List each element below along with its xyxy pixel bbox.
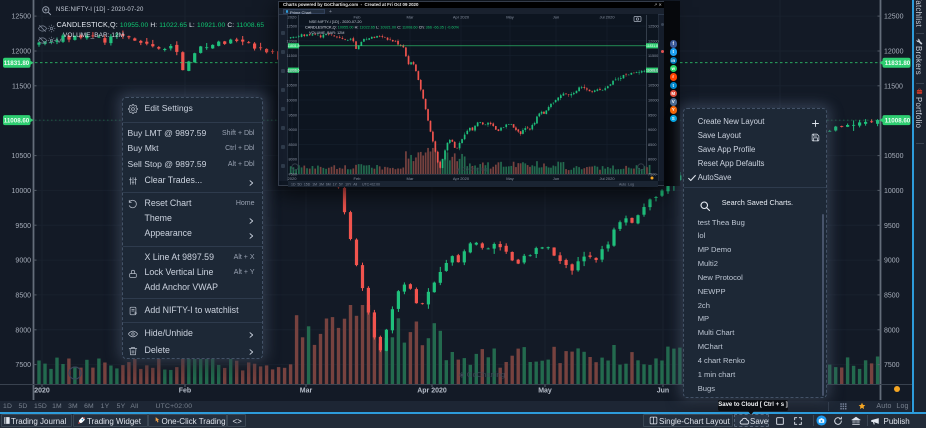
svg-text:Jul 2020: Jul 2020 (599, 176, 615, 181)
svg-text:2020: 2020 (34, 388, 50, 395)
svg-text:Feb: Feb (354, 176, 362, 181)
svg-text:11831.80: 11831.80 (885, 60, 911, 67)
svg-text:11008.6: 11008.6 (287, 69, 299, 73)
svg-text:VOLUME_BAR: 12M: VOLUME_BAR: 12M (309, 31, 344, 35)
svg-text:11500: 11500 (648, 54, 658, 58)
svg-text:9000: 9000 (289, 128, 297, 132)
svg-text:11831.8: 11831.8 (646, 44, 658, 48)
svg-text:11500: 11500 (287, 54, 297, 58)
svg-text:9000: 9000 (15, 258, 31, 265)
svg-text:May: May (506, 176, 514, 181)
svg-text:Apr 2020: Apr 2020 (417, 388, 447, 395)
svg-text:11000: 11000 (287, 69, 297, 73)
svg-text:8000: 8000 (884, 327, 900, 334)
svg-text:10500: 10500 (12, 153, 32, 160)
svg-text:8000: 8000 (15, 327, 31, 334)
svg-text:8500: 8500 (289, 143, 297, 147)
svg-text:Apr 2020: Apr 2020 (453, 176, 470, 181)
svg-text:◈ GoCharting: ◈ GoCharting (457, 167, 488, 173)
svg-text:10000: 10000 (12, 188, 32, 195)
svg-text:12500: 12500 (286, 25, 297, 29)
svg-text:11500: 11500 (12, 83, 31, 90)
svg-text:9000: 9000 (884, 258, 900, 265)
svg-text:May: May (506, 15, 514, 20)
svg-text:Jun: Jun (553, 15, 559, 20)
svg-text:Feb: Feb (354, 15, 362, 20)
svg-text:11831.80: 11831.80 (4, 60, 30, 67)
svg-text:7500: 7500 (648, 172, 656, 176)
svg-text:11008.60: 11008.60 (4, 118, 30, 125)
svg-text:10000: 10000 (884, 188, 904, 195)
svg-text:Mar: Mar (407, 176, 415, 181)
svg-text:8000: 8000 (289, 158, 297, 162)
svg-text:Jun: Jun (657, 388, 669, 395)
svg-text:12000: 12000 (286, 39, 297, 43)
svg-text:10000: 10000 (286, 99, 297, 103)
svg-text:Jul 2020: Jul 2020 (599, 15, 615, 20)
svg-text:7500: 7500 (884, 362, 900, 369)
svg-text:12500: 12500 (884, 14, 904, 21)
svg-text:9500: 9500 (648, 113, 656, 117)
svg-text:CANDLESTICK,Q: 10955.00 H: 110: CANDLESTICK,Q: 10955.00 H: 11022.65 L: 1… (305, 26, 460, 30)
svg-text:10500: 10500 (648, 84, 659, 88)
svg-text:Mar: Mar (407, 15, 415, 20)
svg-text:8500: 8500 (884, 292, 900, 299)
svg-text:11008.60: 11008.60 (885, 118, 911, 125)
svg-text:8000: 8000 (648, 158, 656, 162)
svg-text:8500: 8500 (15, 292, 31, 299)
svg-text:Jun: Jun (553, 176, 559, 181)
svg-text:Mar: Mar (300, 388, 313, 395)
svg-text:9500: 9500 (15, 223, 31, 230)
svg-text:9500: 9500 (884, 223, 900, 230)
svg-text:12000: 12000 (648, 39, 659, 43)
svg-text:Apr 2020: Apr 2020 (453, 15, 470, 20)
svg-text:2020: 2020 (288, 176, 298, 181)
svg-text:◈ GoCharting: ◈ GoCharting (459, 370, 505, 379)
svg-text:1D 5D 15D 1M 3M 6M 1Y 5: 1D 5D 15D 1M 3M 6M 1Y 5Y 10Y All UTC+02:… (291, 183, 380, 187)
svg-text:9500: 9500 (289, 113, 297, 117)
svg-text:Auto Log: Auto Log (619, 183, 634, 187)
svg-text:12000: 12000 (884, 49, 904, 56)
svg-text:May: May (538, 388, 552, 395)
svg-text:11008.6: 11008.6 (646, 69, 658, 73)
svg-text:12500: 12500 (12, 14, 32, 21)
svg-text:NSE:NIFTY-I [1D] - 2020-07-20: NSE:NIFTY-I [1D] - 2020-07-20 (309, 20, 362, 24)
svg-text:9000: 9000 (648, 128, 656, 132)
svg-text:2020: 2020 (288, 15, 298, 20)
svg-text:11500: 11500 (884, 83, 903, 90)
svg-text:12500: 12500 (648, 25, 659, 29)
svg-text:12000: 12000 (12, 49, 32, 56)
svg-text:10000: 10000 (648, 99, 659, 103)
svg-text:7500: 7500 (289, 172, 297, 176)
svg-text:7500: 7500 (15, 362, 31, 369)
svg-text:8500: 8500 (648, 143, 656, 147)
svg-text:11831.8: 11831.8 (287, 44, 299, 48)
svg-text:10500: 10500 (286, 84, 297, 88)
svg-text:11000: 11000 (648, 69, 658, 73)
svg-text:Feb: Feb (179, 388, 191, 395)
svg-text:10500: 10500 (884, 153, 904, 160)
